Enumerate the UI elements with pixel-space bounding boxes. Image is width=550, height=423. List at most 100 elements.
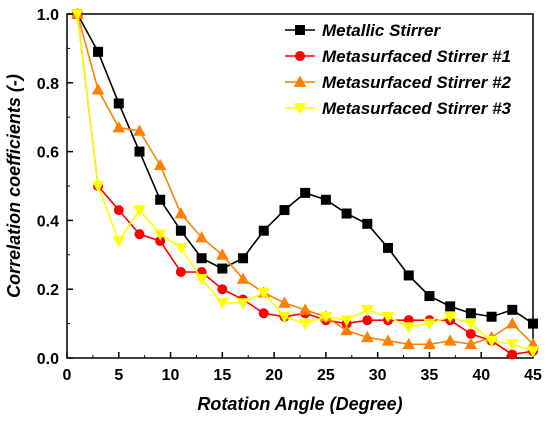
data-point — [278, 311, 291, 324]
data-point — [445, 301, 456, 312]
square-marker — [295, 25, 305, 35]
data-point — [341, 208, 352, 219]
x-tick-label: 30 — [369, 367, 387, 384]
data-point — [403, 270, 414, 281]
data-point — [279, 205, 290, 216]
data-point — [134, 229, 145, 240]
data-point — [320, 194, 331, 205]
data-point — [300, 187, 311, 198]
data-point — [133, 205, 146, 217]
data-point — [528, 318, 538, 329]
data-point — [361, 330, 374, 343]
data-point — [465, 308, 476, 319]
y-tick-label: 0.6 — [37, 145, 59, 162]
data-point — [175, 267, 186, 277]
y-tick-label: 0.4 — [37, 213, 59, 230]
data-point — [236, 298, 250, 310]
data-point — [216, 298, 229, 310]
data-point — [278, 296, 291, 308]
data-point — [443, 334, 457, 346]
legend-item: Metasurfaced Stirrer #2 — [285, 73, 512, 92]
data-point — [236, 272, 250, 284]
y-tick-label: 0.8 — [37, 76, 59, 93]
x-tick-label: 35 — [421, 367, 439, 384]
data-point — [195, 231, 208, 243]
legend-item: Metasurfaced Stirrer #1 — [285, 47, 511, 66]
data-point — [93, 46, 104, 57]
legend-label: Metasurfaced Stirrer #1 — [322, 47, 511, 66]
data-point — [319, 311, 333, 324]
data-point — [507, 349, 518, 360]
data-point — [71, 9, 84, 21]
data-point — [91, 181, 105, 193]
series-4 — [71, 9, 540, 358]
data-point — [155, 194, 166, 205]
data-point — [112, 121, 126, 133]
legend-label: Metasurfaced Stirrer #3 — [322, 99, 512, 118]
legend-item: Metallic Stirrer — [285, 21, 441, 40]
x-tick-label: 10 — [162, 367, 180, 384]
data-point — [134, 146, 145, 157]
data-point — [381, 334, 395, 346]
circle-marker — [295, 51, 305, 61]
x-tick-label: 15 — [213, 367, 231, 384]
data-point — [423, 318, 436, 331]
data-point — [216, 248, 229, 260]
x-tick-label: 5 — [114, 367, 123, 384]
data-point — [485, 335, 498, 348]
x-tick-label: 20 — [265, 367, 283, 384]
data-point — [465, 328, 476, 339]
legend-label: Metallic Stirrer — [322, 21, 441, 40]
data-point — [175, 225, 186, 236]
data-point — [133, 124, 146, 136]
data-point — [381, 311, 395, 324]
data-point — [423, 337, 436, 350]
legend-item: Metasurfaced Stirrer #3 — [285, 99, 512, 118]
data-point — [217, 284, 228, 295]
data-point — [257, 287, 271, 300]
data-point — [506, 317, 519, 329]
y-tick-label: 1.0 — [37, 7, 59, 24]
data-point — [153, 229, 167, 241]
y-tick-label: 0.2 — [37, 282, 59, 299]
data-point — [217, 263, 228, 274]
series-1 — [72, 9, 538, 329]
data-point — [362, 315, 373, 326]
data-point — [112, 236, 126, 248]
data-point — [298, 318, 312, 331]
data-point — [402, 322, 415, 334]
data-point — [464, 337, 478, 350]
y-tick-label: 0.0 — [37, 351, 59, 368]
x-tick-label: 40 — [472, 367, 490, 384]
data-point — [402, 337, 415, 350]
data-point — [506, 339, 519, 351]
data-point — [298, 303, 312, 315]
data-point — [153, 158, 167, 171]
data-point — [174, 207, 188, 219]
data-point — [258, 225, 269, 236]
data-point — [258, 308, 269, 319]
data-point — [383, 242, 394, 253]
data-point — [424, 291, 435, 302]
x-tick-label: 25 — [317, 367, 335, 384]
data-point — [464, 318, 478, 331]
data-point — [113, 98, 124, 109]
data-point — [113, 205, 124, 216]
data-point — [361, 305, 374, 317]
x-tick-label: 45 — [524, 367, 542, 384]
series-group — [71, 7, 540, 360]
data-point — [526, 346, 540, 358]
data-point — [91, 83, 105, 95]
data-point — [340, 324, 353, 336]
data-point — [196, 253, 207, 264]
data-point — [340, 315, 353, 327]
data-point — [362, 218, 373, 229]
legend-label: Metasurfaced Stirrer #2 — [322, 73, 512, 92]
legend: Metallic Stirrer Metasurfaced Stirrer #1 M… — [285, 21, 512, 118]
y-axis-title: Correlation coefficients (-) — [4, 74, 24, 298]
series-3 — [71, 7, 540, 350]
x-tick-label: 0 — [63, 367, 72, 384]
data-point — [486, 311, 497, 322]
